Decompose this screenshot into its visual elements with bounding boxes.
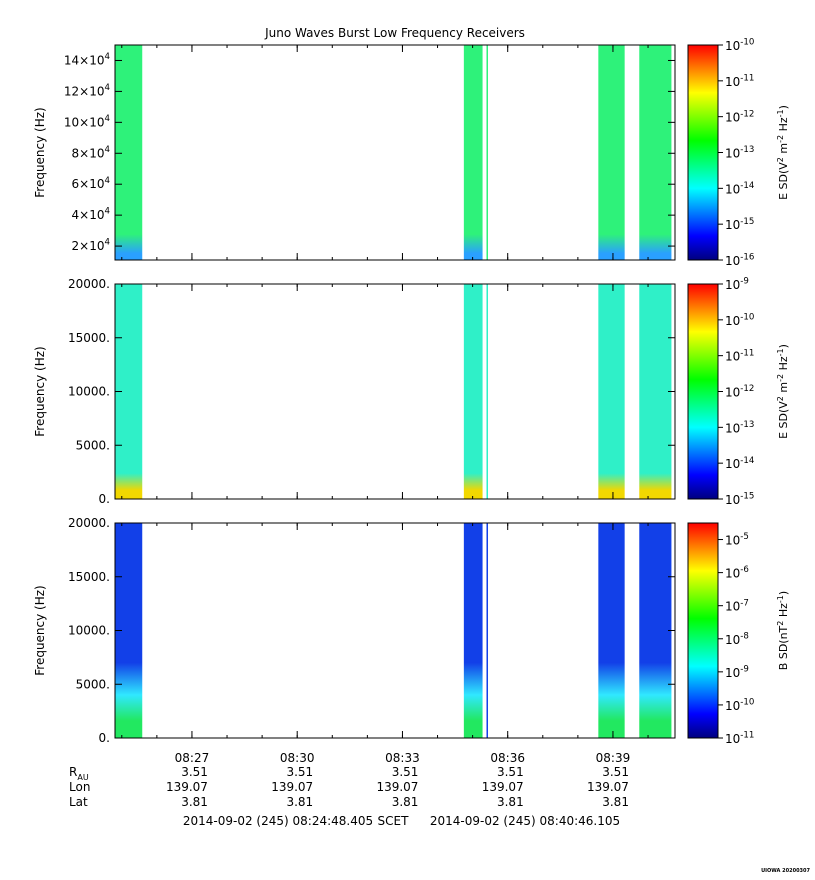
ephemeris-value: 139.07 xyxy=(166,780,208,794)
y-tick-label: 10×104 xyxy=(64,114,110,129)
colorbar-tick-label: 10-16 xyxy=(725,253,754,268)
colorbar-tick-label: 10-12 xyxy=(725,109,754,124)
burst-2 xyxy=(463,284,483,499)
y-tick-label: 8×104 xyxy=(72,145,110,160)
colorbar-tick-label: 10-13 xyxy=(725,420,754,435)
y-axis-label: Frequency (Hz) xyxy=(33,585,47,676)
y-tick-label: 12×104 xyxy=(64,83,110,98)
y-tick-label: 0. xyxy=(99,731,110,745)
ephemeris-value: 3.81 xyxy=(602,795,629,809)
ephemeris-value: 3.51 xyxy=(181,765,208,779)
burst-3 xyxy=(598,45,625,260)
ephemeris-value: 3.51 xyxy=(497,765,524,779)
burst-3 xyxy=(598,284,625,499)
colorbar-tick-label: 10-12 xyxy=(725,384,754,399)
colorbar-tick-label: 10-11 xyxy=(725,348,754,363)
y-tick-label: 14×104 xyxy=(64,52,110,67)
upper-panel: 2×104 4×104 6×104 8×104 10×104 12×104 14×104 Fr… xyxy=(33,38,790,268)
colorbar-tick-label: 10-13 xyxy=(725,145,754,160)
version-stamp: UIOWA 20200307 xyxy=(761,868,810,874)
burst-2 xyxy=(463,523,483,738)
ephemeris-table: RAU 3.51 3.51 3.51 3.51 3.51 Lon 139.07 139.07 13… xyxy=(69,765,629,809)
x-tick-label: 08:27 xyxy=(175,751,210,765)
plot-frame xyxy=(114,44,676,261)
ephemeris-value: 139.07 xyxy=(271,780,313,794)
ephemeris-value: 3.81 xyxy=(497,795,524,809)
burst-1 xyxy=(114,45,143,260)
y-tick-label: 15000. xyxy=(68,331,110,345)
colorbar-tick-label: 10-10 xyxy=(725,38,754,53)
x-tick-label: 08:33 xyxy=(385,751,420,765)
colorbar-label: B SD(nT2 Hz-1) xyxy=(776,591,790,670)
ephemeris-value: 3.51 xyxy=(602,765,629,779)
y-tick-label: 20000. xyxy=(68,277,110,291)
footer-start-time: 2014-09-02 (245) 08:24:48.405 xyxy=(183,814,373,828)
footer-scet: SCET xyxy=(378,814,410,828)
colorbar-label: E SD(V2 m-2 Hz-1) xyxy=(776,344,790,439)
colorbar-tick-label: 10-14 xyxy=(725,456,754,471)
ephemeris-value: 3.51 xyxy=(286,765,313,779)
y-tick-label: 15000. xyxy=(68,570,110,584)
ephemeris-value: 3.51 xyxy=(392,765,419,779)
ephemeris-label: Lat xyxy=(69,795,88,809)
footer-end-time: 2014-09-02 (245) 08:40:46.105 xyxy=(430,814,620,828)
y-axis-label: Frequency (Hz) xyxy=(33,346,47,437)
colorbar-tick-label: 10-9 xyxy=(725,664,749,679)
ephemeris-value: 139.07 xyxy=(587,780,629,794)
colorbar-tick-label: 10-15 xyxy=(725,492,754,507)
x-tick-label: 08:36 xyxy=(490,751,525,765)
colorbar-tick-label: 10-5 xyxy=(725,532,749,547)
x-tick-label: 08:39 xyxy=(596,751,631,765)
colorbar-tick-label: 10-6 xyxy=(725,565,749,580)
y-tick-label: 10000. xyxy=(68,624,110,638)
colorbar-tick-label: 10-8 xyxy=(725,631,749,646)
time-axis: 08:27 08:30 08:33 08:36 08:39 xyxy=(175,751,631,765)
burst-2 xyxy=(463,45,483,260)
ephemeris-value: 3.81 xyxy=(286,795,313,809)
burst-4 xyxy=(639,284,672,499)
burst-3 xyxy=(598,523,625,738)
panels: 2×104 4×104 6×104 8×104 10×104 12×104 14×104 Fr… xyxy=(33,38,790,746)
colorbar-tick-label: 10-10 xyxy=(725,698,754,713)
y-tick-label: 2×104 xyxy=(72,238,110,253)
plot-frame xyxy=(114,283,676,500)
y-tick-label: 5000. xyxy=(76,438,110,452)
colorbar-tick-label: 10-15 xyxy=(725,217,754,232)
colorbar xyxy=(687,522,719,739)
ephemeris-label: RAU xyxy=(69,765,89,782)
ephemeris-value: 139.07 xyxy=(482,780,524,794)
y-tick-label: 0. xyxy=(99,492,110,506)
colorbar-tick-label: 10-9 xyxy=(725,277,749,292)
y-tick-label: 10000. xyxy=(68,385,110,399)
colorbar-label: E SD(V2 m-2 Hz-1) xyxy=(776,105,790,200)
lower-panel: 0. 5000. 10000. 15000. 20000. Frequency (Hz) 1… xyxy=(33,516,790,746)
chart-title: Juno Waves Burst Low Frequency Receivers xyxy=(264,26,525,40)
y-tick-label: 6×104 xyxy=(72,176,110,191)
middle-panel: 0. 5000. 10000. 15000. 20000. Frequency (Hz) 1… xyxy=(33,277,790,507)
colorbar-tick-label: 10-11 xyxy=(725,731,754,746)
ephemeris-value: 139.07 xyxy=(376,780,418,794)
y-tick-label: 4×104 xyxy=(72,207,110,222)
plot-frame xyxy=(114,522,676,739)
colorbar xyxy=(687,283,719,500)
burst-4 xyxy=(639,45,672,260)
x-tick-label: 08:30 xyxy=(280,751,315,765)
colorbar-tick-label: 10-11 xyxy=(725,73,754,88)
ephemeris-value: 3.81 xyxy=(181,795,208,809)
y-tick-label: 20000. xyxy=(68,516,110,530)
ephemeris-value: 3.81 xyxy=(392,795,419,809)
y-axis-label: Frequency (Hz) xyxy=(33,107,47,198)
colorbar xyxy=(687,44,719,261)
burst-4 xyxy=(639,523,672,738)
ephemeris-label: Lon xyxy=(69,780,90,794)
y-tick-label: 5000. xyxy=(76,677,110,691)
colorbar-tick-label: 10-14 xyxy=(725,181,754,196)
colorbar-tick-label: 10-10 xyxy=(725,312,754,327)
colorbar-tick-label: 10-7 xyxy=(725,598,749,613)
